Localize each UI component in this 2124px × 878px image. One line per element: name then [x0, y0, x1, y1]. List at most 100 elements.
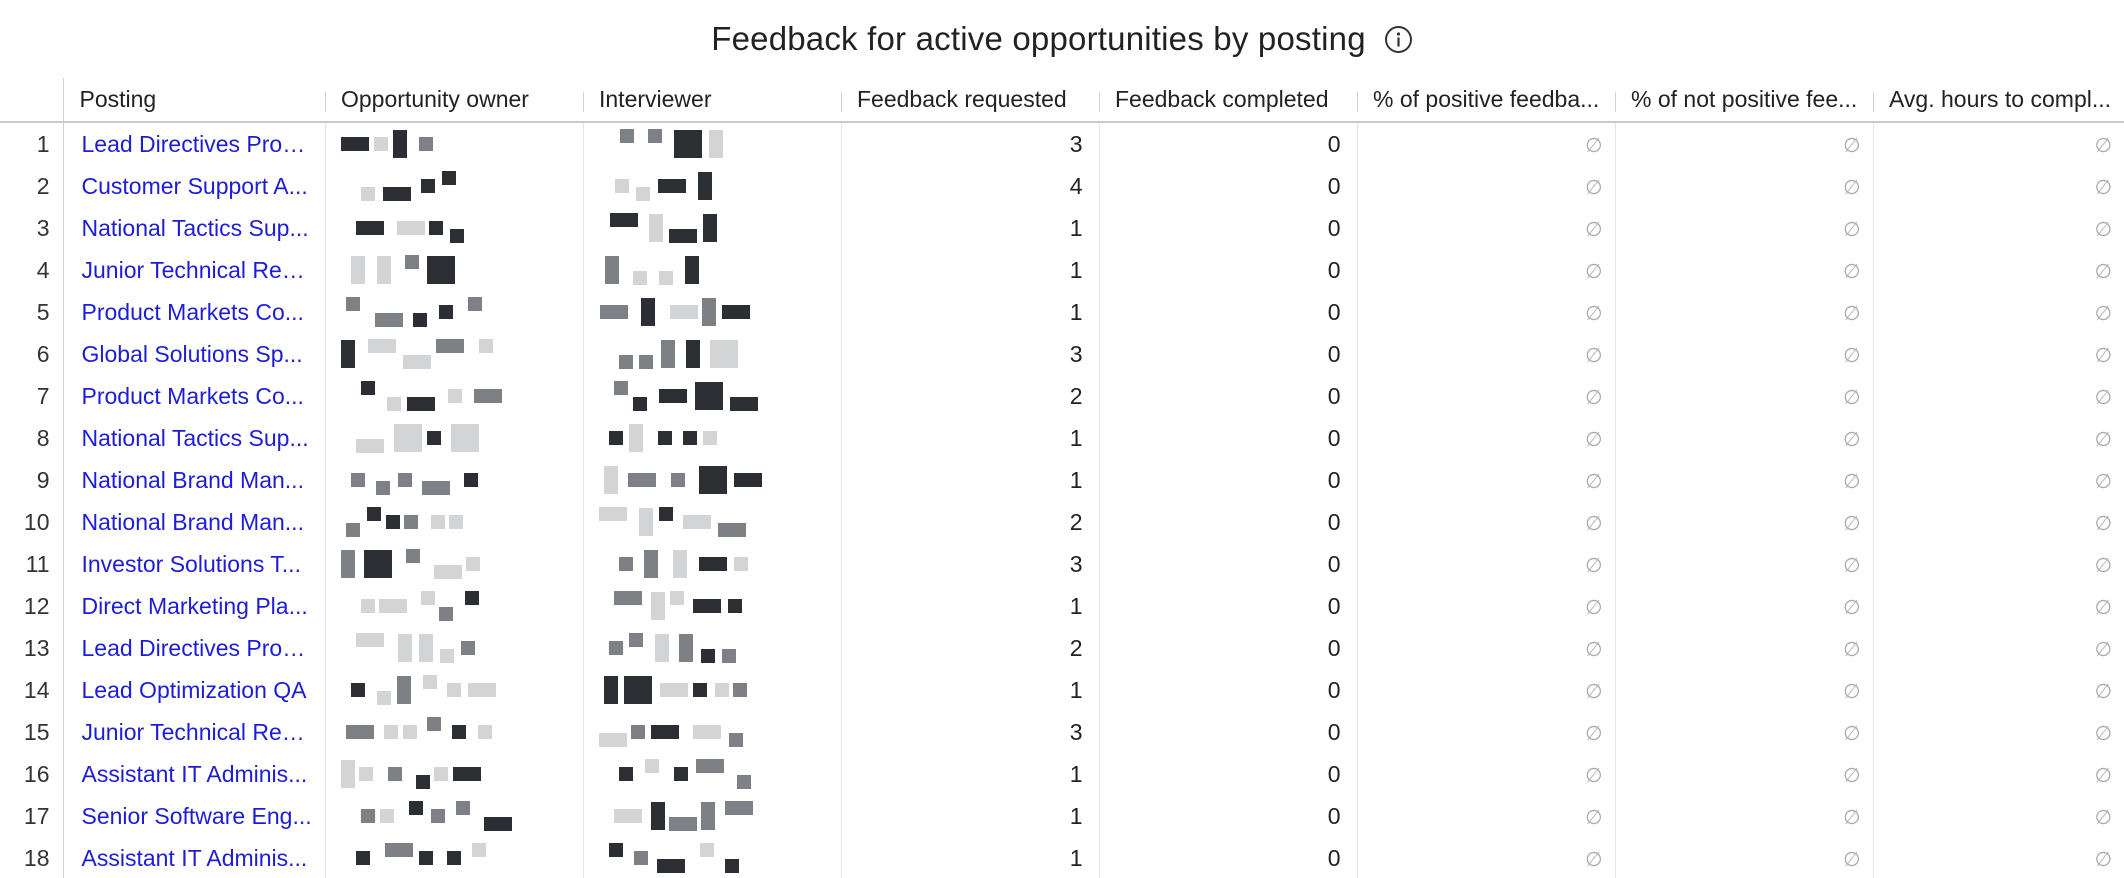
not-positive-feedback-cell: ∅	[1615, 711, 1874, 753]
redaction-block	[658, 389, 687, 403]
null-value-icon: ∅	[1585, 596, 1603, 619]
redaction-block	[698, 557, 727, 571]
null-value-icon: ∅	[2094, 512, 2112, 535]
redaction-block	[358, 767, 373, 781]
redaction-block	[433, 767, 448, 781]
column-header-opportunity-owner[interactable]: Opportunity owner	[325, 78, 583, 123]
opportunity-owner-cell	[325, 459, 584, 501]
posting-link[interactable]: Lead Optimization QA	[81, 676, 307, 703]
posting-link[interactable]: Investor Solutions T...	[81, 550, 301, 577]
redacted-name	[326, 753, 583, 795]
redaction-block	[373, 137, 388, 151]
posting-link[interactable]: National Tactics Sup...	[81, 214, 309, 241]
avg-hours-cell: ∅	[1873, 501, 2124, 543]
redaction-block	[340, 550, 355, 578]
posting-link[interactable]: Junior Technical Recr...	[81, 256, 319, 283]
redaction-block	[441, 171, 456, 185]
row-number: 2	[0, 165, 64, 207]
null-value-icon: ∅	[1585, 848, 1603, 871]
redaction-block	[464, 591, 479, 605]
null-value-icon: ∅	[1843, 470, 1861, 493]
posting-link[interactable]: Product Markets Co...	[81, 382, 304, 409]
null-value-icon: ∅	[1585, 680, 1603, 703]
redaction-block	[471, 843, 486, 857]
avg-hours-cell: ∅	[1873, 291, 2124, 333]
posting-link[interactable]: Senior Software Eng...	[81, 802, 312, 829]
redaction-block	[670, 473, 685, 487]
null-value-icon: ∅	[2094, 218, 2112, 241]
posting-link[interactable]: Global Solutions Sp...	[81, 340, 303, 367]
null-value-icon: ∅	[2094, 554, 2112, 577]
column-header-positive-feedback[interactable]: % of positive feedba...	[1357, 78, 1615, 123]
posting-link[interactable]: Junior Technical Recr...	[81, 718, 319, 745]
feedback-completed-cell: 0	[1099, 795, 1358, 837]
posting-link[interactable]: Customer Support A...	[81, 172, 308, 199]
redaction-block	[644, 759, 659, 773]
row-number: 4	[0, 249, 64, 291]
posting-link[interactable]: Lead Directives Prod...	[81, 634, 315, 661]
redaction-block	[698, 466, 727, 494]
null-value-icon: ∅	[1843, 176, 1861, 199]
null-value-icon: ∅	[1843, 764, 1861, 787]
redaction-block	[438, 305, 453, 319]
positive-feedback-cell: ∅	[1357, 249, 1616, 291]
column-header-avg-hours[interactable]: Avg. hours to compl...	[1873, 78, 2124, 123]
posting-link[interactable]: National Brand Man...	[81, 508, 304, 535]
redaction-block	[473, 389, 502, 403]
redacted-name	[326, 795, 583, 837]
column-header-not-positive-feedback[interactable]: % of not positive fee...	[1615, 78, 1873, 123]
redacted-name	[584, 207, 841, 249]
feedback-completed-cell: 0	[1099, 333, 1358, 375]
positive-feedback-cell: ∅	[1357, 165, 1616, 207]
column-header-feedback-completed[interactable]: Feedback completed	[1099, 78, 1357, 123]
redaction-block	[379, 809, 394, 823]
redaction-block	[638, 355, 653, 369]
redaction-block	[397, 634, 412, 662]
redaction-block	[640, 298, 655, 326]
null-value-icon: ∅	[1843, 848, 1861, 871]
posting-link[interactable]: National Brand Man...	[81, 466, 304, 493]
posting-link[interactable]: Assistant IT Adminis...	[81, 844, 308, 871]
feedback-completed-cell: 0	[1099, 501, 1358, 543]
redaction-block	[694, 382, 723, 410]
redaction-block	[673, 767, 688, 781]
column-header-posting[interactable]: Posting	[63, 78, 325, 123]
interviewer-cell	[583, 333, 842, 375]
column-header-feedback-requested[interactable]: Feedback requested	[841, 78, 1099, 123]
redaction-block	[697, 172, 712, 200]
feedback-requested-cell: 1	[841, 459, 1100, 501]
not-positive-feedback-cell: ∅	[1615, 627, 1874, 669]
posting-cell: Global Solutions Sp...	[63, 333, 326, 375]
redaction-block	[721, 649, 736, 663]
posting-link[interactable]: Direct Marketing Pla...	[81, 592, 308, 619]
redaction-block	[396, 676, 411, 704]
redacted-name	[584, 543, 841, 585]
redaction-block	[355, 221, 384, 235]
posting-link[interactable]: Assistant IT Adminis...	[81, 760, 308, 787]
redaction-block	[700, 649, 715, 663]
redaction-block	[448, 515, 463, 529]
redacted-name	[584, 711, 841, 753]
redaction-block	[618, 557, 633, 571]
redacted-name	[584, 627, 841, 669]
redaction-block	[618, 767, 633, 781]
info-circle-icon[interactable]	[1384, 25, 1413, 54]
redaction-block	[658, 507, 673, 521]
column-header-interviewer[interactable]: Interviewer	[583, 78, 841, 123]
redaction-block	[460, 641, 475, 655]
opportunity-owner-cell	[325, 795, 584, 837]
redaction-block	[350, 256, 365, 284]
redaction-block	[685, 340, 700, 368]
null-value-icon: ∅	[2094, 428, 2112, 451]
posting-link[interactable]: National Tactics Sup...	[81, 424, 309, 451]
redaction-block	[613, 809, 642, 823]
posting-link[interactable]: Product Markets Co...	[81, 298, 304, 325]
redaction-block	[397, 473, 412, 487]
redacted-name	[584, 837, 841, 878]
posting-cell: National Brand Man...	[63, 459, 326, 501]
null-value-icon: ∅	[2094, 470, 2112, 493]
null-value-icon: ∅	[1843, 554, 1861, 577]
row-number: 13	[0, 627, 64, 669]
posting-link[interactable]: Lead Directives Prod...	[81, 130, 315, 157]
null-value-icon: ∅	[1843, 680, 1861, 703]
